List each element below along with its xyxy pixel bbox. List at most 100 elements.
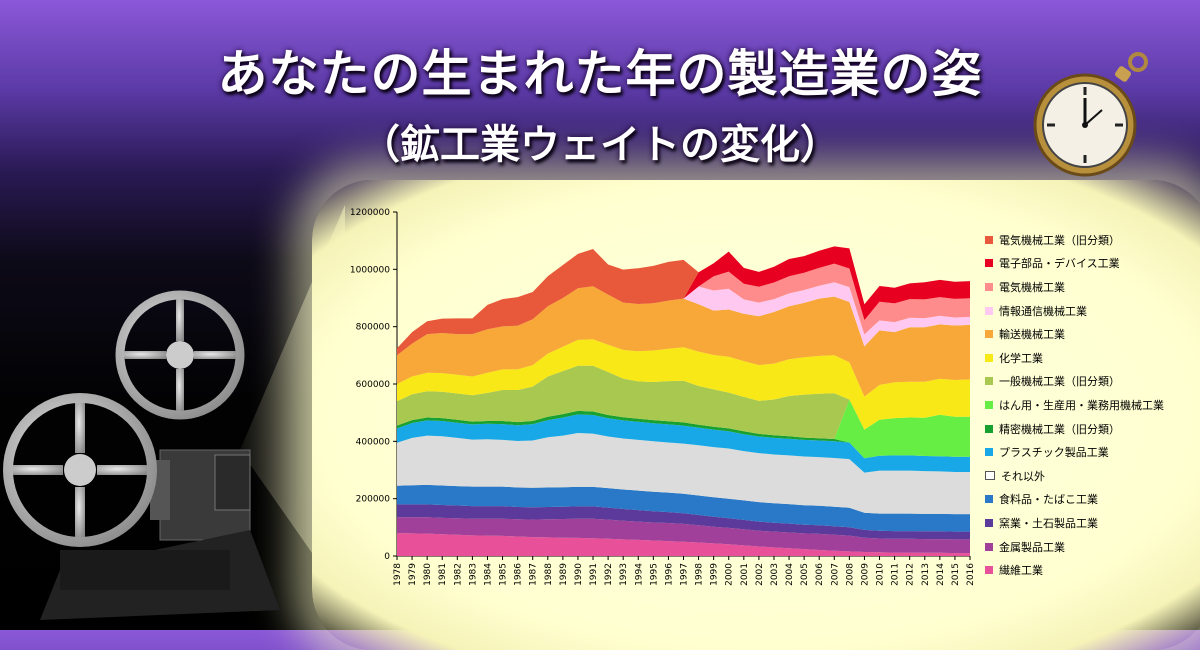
x-tick-label: 1995 (649, 563, 659, 586)
x-tick-label: 2001 (740, 563, 750, 586)
area-series-10 (397, 286, 970, 397)
legend-item: 一般機械工業（旧分類） (985, 370, 1195, 394)
y-tick-label: 600000 (356, 380, 391, 390)
legend-swatch (985, 377, 993, 386)
legend-item: 食料品・たばこ工業 (985, 488, 1195, 512)
x-tick-label: 1983 (468, 563, 478, 586)
legend-swatch (985, 282, 993, 291)
legend-item: 電子部品・デバイス工業 (985, 252, 1195, 276)
x-tick-label: 2003 (770, 563, 780, 586)
legend-swatch (985, 330, 993, 339)
x-tick-label: 1987 (529, 563, 539, 586)
x-tick-label: 2006 (815, 563, 825, 586)
pocket-watch-icon (1033, 52, 1148, 177)
area-series-7 (397, 399, 970, 459)
x-tick-label: 2000 (725, 563, 735, 586)
legend-item: 輸送機械工業 (985, 322, 1195, 346)
x-tick-label: 1991 (589, 563, 599, 586)
film-projector-icon (3, 290, 280, 620)
legend-item: 電気機械工業（旧分類） (985, 228, 1195, 252)
area-series-5 (397, 414, 970, 473)
legend-item: 金属製品工業 (985, 535, 1195, 559)
x-tick-label: 1985 (499, 563, 509, 586)
y-tick-label: 1200000 (350, 208, 390, 218)
legend-label: はん用・生産用・業務用機械工業 (999, 398, 1164, 412)
x-tick-label: 1981 (438, 563, 448, 586)
x-tick-label: 2011 (891, 563, 901, 586)
legend-swatch (985, 306, 993, 315)
legend-item: 繊維工業 (985, 558, 1195, 582)
x-tick-label: 2002 (755, 563, 765, 586)
x-tick-label: 2014 (936, 563, 946, 586)
legend-label: 精密機械工業（旧分類） (999, 422, 1120, 436)
legend-item: 窯業・土石製品工業 (985, 511, 1195, 535)
legend-label: プラスチック製品工業 (999, 446, 1109, 460)
x-tick-label: 1980 (423, 563, 433, 586)
stacked-area-chart: 0 200000 400000 600000 800000 1000000 1200000 1… (350, 208, 976, 586)
legend-item: 化学工業 (985, 346, 1195, 370)
y-tick-label: 1000000 (350, 265, 390, 275)
legend-item: 精密機械工業（旧分類） (985, 417, 1195, 441)
y-tick-label: 0 (384, 552, 390, 562)
x-tick-label: 1990 (574, 563, 584, 586)
x-tick-label: 1998 (695, 563, 705, 586)
y-tick-label: 200000 (356, 495, 391, 505)
legend-item: はん用・生産用・業務用機械工業 (985, 393, 1195, 417)
legend-label: 電子部品・デバイス工業 (999, 257, 1120, 271)
legend-label: 金属製品工業 (999, 540, 1065, 554)
x-tick-label: 2009 (860, 563, 870, 586)
area-series-14 (397, 246, 970, 356)
x-tick-label: 1997 (680, 563, 690, 586)
chart-legend: 電気機械工業（旧分類） 電子部品・デバイス工業 電気機械工業情報通信機械工業輸送機械… (985, 228, 1195, 582)
legend-item: 電気機械工業 (985, 275, 1195, 299)
area-series-0 (397, 533, 970, 556)
legend-swatch (985, 518, 993, 527)
legend-label: それ以外 (1001, 469, 1045, 483)
y-tick-label: 800000 (356, 323, 391, 333)
legend-swatch (985, 542, 993, 551)
area-series-9 (397, 339, 970, 430)
y-tick-label: 400000 (356, 437, 391, 447)
area-series-8 (397, 365, 970, 439)
legend-label: 電気機械工業 (999, 280, 1065, 294)
page-subtitle: （鉱工業ウェイトの変化） (360, 122, 840, 168)
legend-label: 化学工業 (999, 351, 1043, 365)
x-tick-label: 2008 (845, 563, 855, 586)
legend-swatch (985, 424, 993, 433)
area-series-4 (397, 433, 970, 515)
legend-item: それ以外 (985, 464, 1195, 488)
legend-item: プラスチック製品工業 (985, 440, 1195, 464)
x-tick-label: 1988 (544, 563, 554, 586)
x-tick-label: 1996 (664, 563, 674, 586)
x-tick-label: 2010 (876, 563, 886, 586)
x-tick-label: 2007 (830, 563, 840, 586)
legend-swatch (985, 353, 993, 362)
legend-label: 一般機械工業（旧分類） (999, 375, 1120, 389)
x-tick-label: 1992 (604, 563, 614, 586)
legend-swatch (985, 566, 993, 575)
x-tick-label: 2004 (785, 563, 795, 586)
legend-label: 輸送機械工業 (999, 328, 1065, 342)
legend-label: 電気機械工業（旧分類） (999, 233, 1120, 247)
x-tick-label: 1989 (559, 563, 569, 586)
x-tick-label: 1993 (619, 563, 629, 586)
x-tick-label: 1999 (710, 563, 720, 586)
x-tick-label: 2012 (906, 563, 916, 586)
legend-swatch (985, 471, 995, 481)
page-title: あなたの生まれた年の製造業の姿 (217, 45, 983, 103)
legend-swatch (985, 448, 993, 457)
x-tick-label: 2013 (921, 563, 931, 586)
x-tick-label: 1982 (453, 563, 463, 586)
legend-item: 情報通信機械工業 (985, 299, 1195, 323)
legend-label: 繊維工業 (999, 564, 1043, 578)
x-tick-label: 2015 (951, 563, 961, 586)
x-tick-label: 1984 (483, 563, 493, 586)
legend-label: 食料品・たばこ工業 (999, 493, 1098, 507)
legend-swatch (985, 495, 993, 504)
legend-label: 窯業・土石製品工業 (999, 516, 1098, 530)
x-tick-label: 2005 (800, 563, 810, 586)
area-series-11 (397, 282, 970, 356)
legend-swatch (985, 400, 993, 409)
area-series-3 (397, 484, 970, 532)
x-tick-label: 1994 (634, 563, 644, 586)
